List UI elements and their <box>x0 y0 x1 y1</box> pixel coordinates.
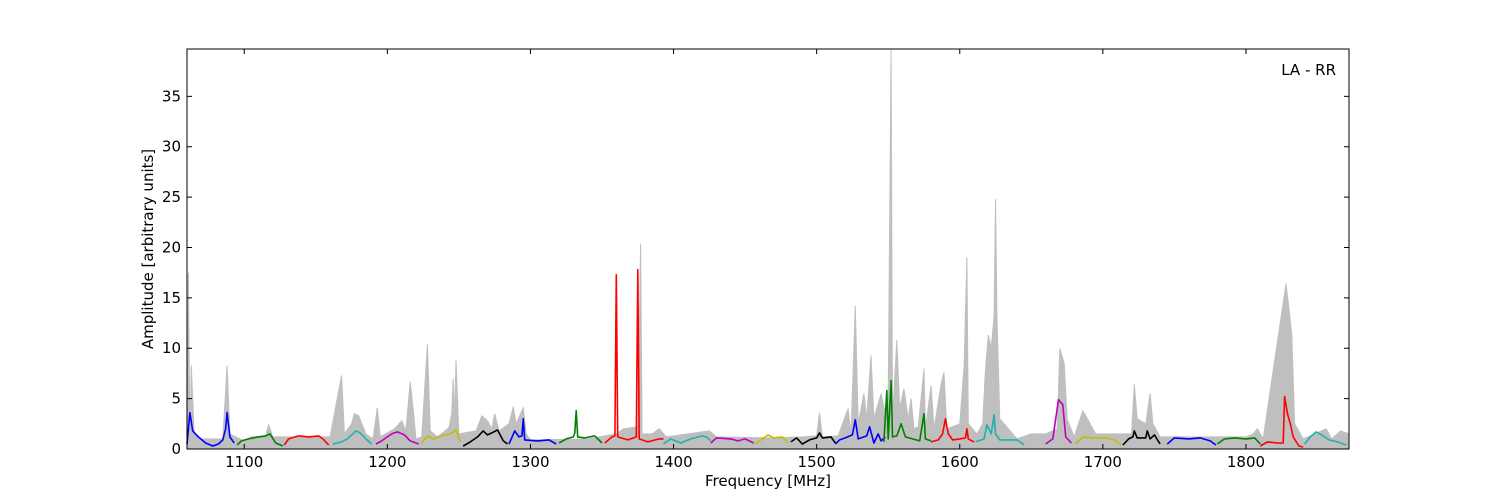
axes-frame <box>186 48 1350 450</box>
band-series-23 <box>1216 437 1261 445</box>
background-spectrum <box>186 48 1350 450</box>
x-tick-label: 1600 <box>941 453 979 471</box>
y-axis-label: Amplitude [arbitrary units] <box>139 149 157 349</box>
y-tick-label: 30 <box>162 138 181 156</box>
x-tick-label: 1200 <box>368 453 406 471</box>
band-series-3 <box>283 435 330 446</box>
y-tick-label: 0 <box>171 440 181 458</box>
x-tick-label: 1700 <box>1084 453 1122 471</box>
band-series-15 <box>834 418 886 445</box>
x-axis: 1100 1200 1300 1400 1500 1600 1700 1800 <box>225 49 1265 471</box>
band-series-12 <box>710 437 755 444</box>
band-series-8 <box>508 417 557 445</box>
band-series-20 <box>1075 436 1122 446</box>
y-tick-label: 25 <box>162 188 181 206</box>
band-series-9 <box>558 409 603 444</box>
y-tick-label: 20 <box>162 238 181 256</box>
x-axis-label: Frequency [MHz] <box>705 472 831 490</box>
band-series-19 <box>1045 398 1072 445</box>
band-series-25 <box>1303 431 1347 446</box>
band-series-6 <box>421 429 462 444</box>
band-series-1 <box>186 411 235 447</box>
band-series-10 <box>604 268 664 444</box>
band-series-7 <box>462 429 509 447</box>
band-series-14 <box>790 432 836 445</box>
band-series-18 <box>975 413 1025 446</box>
band-series-17 <box>930 417 975 443</box>
panel-annotation: LA - RR <box>1281 61 1336 79</box>
band-series-5 <box>375 431 420 445</box>
band-series-2 <box>236 433 284 447</box>
x-tick-label: 1300 <box>511 453 549 471</box>
y-axis: 0 5 10 15 20 25 30 35 <box>162 87 1349 458</box>
band-series-4 <box>332 430 373 445</box>
x-tick-label: 1100 <box>225 453 263 471</box>
plot-area <box>186 48 1350 450</box>
y-tick-label: 5 <box>171 390 181 408</box>
y-tick-label: 10 <box>162 339 181 357</box>
band-series-13 <box>754 434 789 445</box>
band-series-21 <box>1122 430 1161 446</box>
x-tick-label: 1800 <box>1227 453 1265 471</box>
band-series-16 <box>883 379 932 442</box>
x-tick-label: 1400 <box>654 453 692 471</box>
band-series-24 <box>1259 395 1304 448</box>
band-series-11 <box>663 435 712 445</box>
band-series-22 <box>1166 437 1217 446</box>
x-tick-label: 1500 <box>798 453 836 471</box>
y-tick-label: 15 <box>162 289 181 307</box>
y-tick-label: 35 <box>162 87 181 105</box>
